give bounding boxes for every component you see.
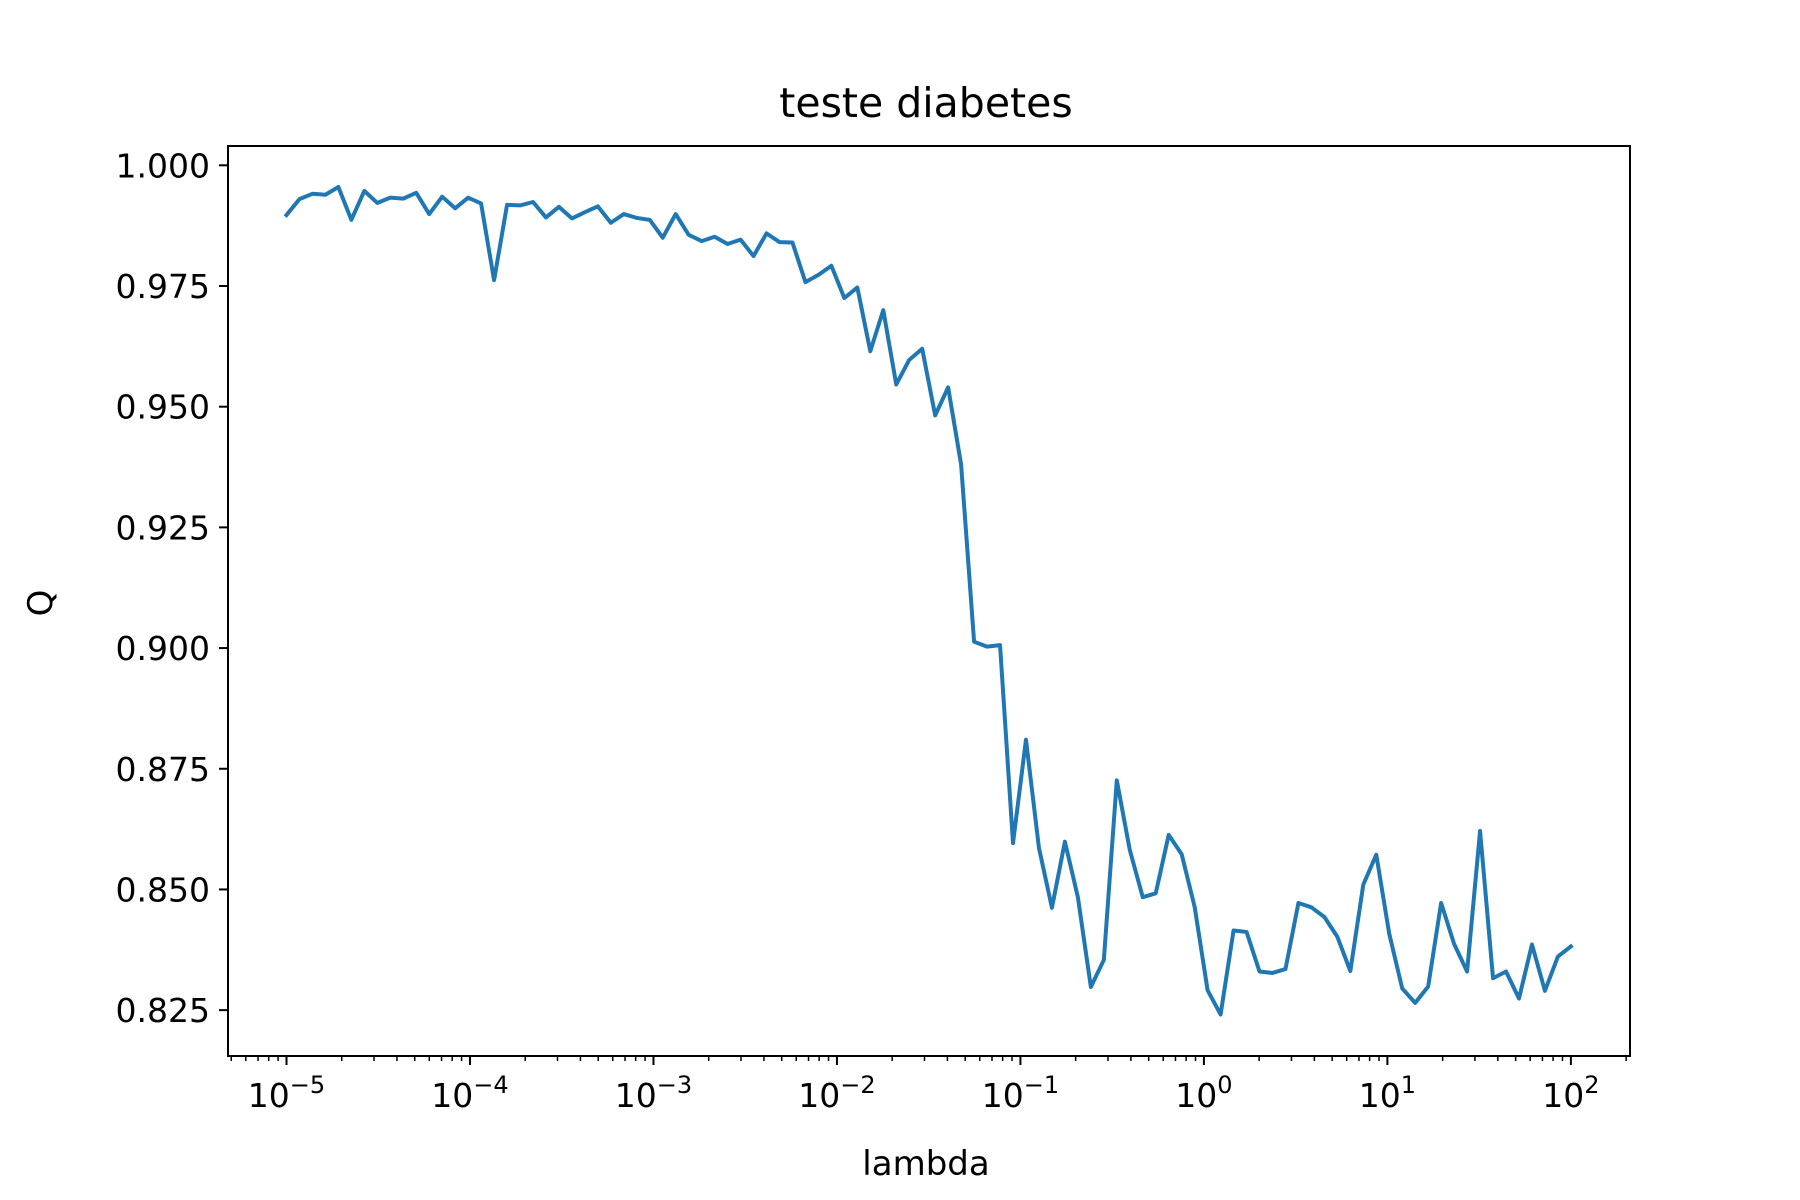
y-tick-label: 0.925 (116, 508, 210, 547)
y-tick-label: 0.875 (116, 750, 210, 789)
y-tick-label: 0.975 (116, 267, 210, 306)
y-tick-label: 0.825 (116, 991, 210, 1030)
y-axis: 0.825 0.850 0.875 0.900 0.925 0.950 0.975 1.000 (116, 146, 228, 1030)
plot-frame (227, 145, 1631, 1057)
x-tick-label: 10−1 (982, 1071, 1059, 1115)
chart-title: teste diabetes (779, 79, 1072, 127)
y-axis-title: Q (21, 590, 61, 617)
x-tick-label: 10−5 (248, 1071, 325, 1115)
x-tick-label: 100 (1175, 1071, 1232, 1115)
x-tick-label: 10−4 (431, 1071, 508, 1115)
x-tick-label: 101 (1359, 1071, 1416, 1115)
y-tick-label: 1.000 (116, 146, 210, 185)
y-tick-label: 0.900 (116, 629, 210, 668)
x-axis-title: lambda (862, 1144, 989, 1184)
x-tick-label: 10−2 (798, 1071, 875, 1115)
y-tick-label: 0.950 (116, 388, 210, 427)
y-tick-label: 0.850 (116, 870, 210, 909)
x-tick-label: 10−3 (615, 1071, 692, 1115)
plot-area (283, 185, 1574, 1017)
series-line (283, 185, 1574, 1017)
x-tick-label: 102 (1542, 1071, 1599, 1115)
x-axis: 10−5 10−4 10−3 10−2 10−1 100 101 102 (230, 1056, 1627, 1115)
